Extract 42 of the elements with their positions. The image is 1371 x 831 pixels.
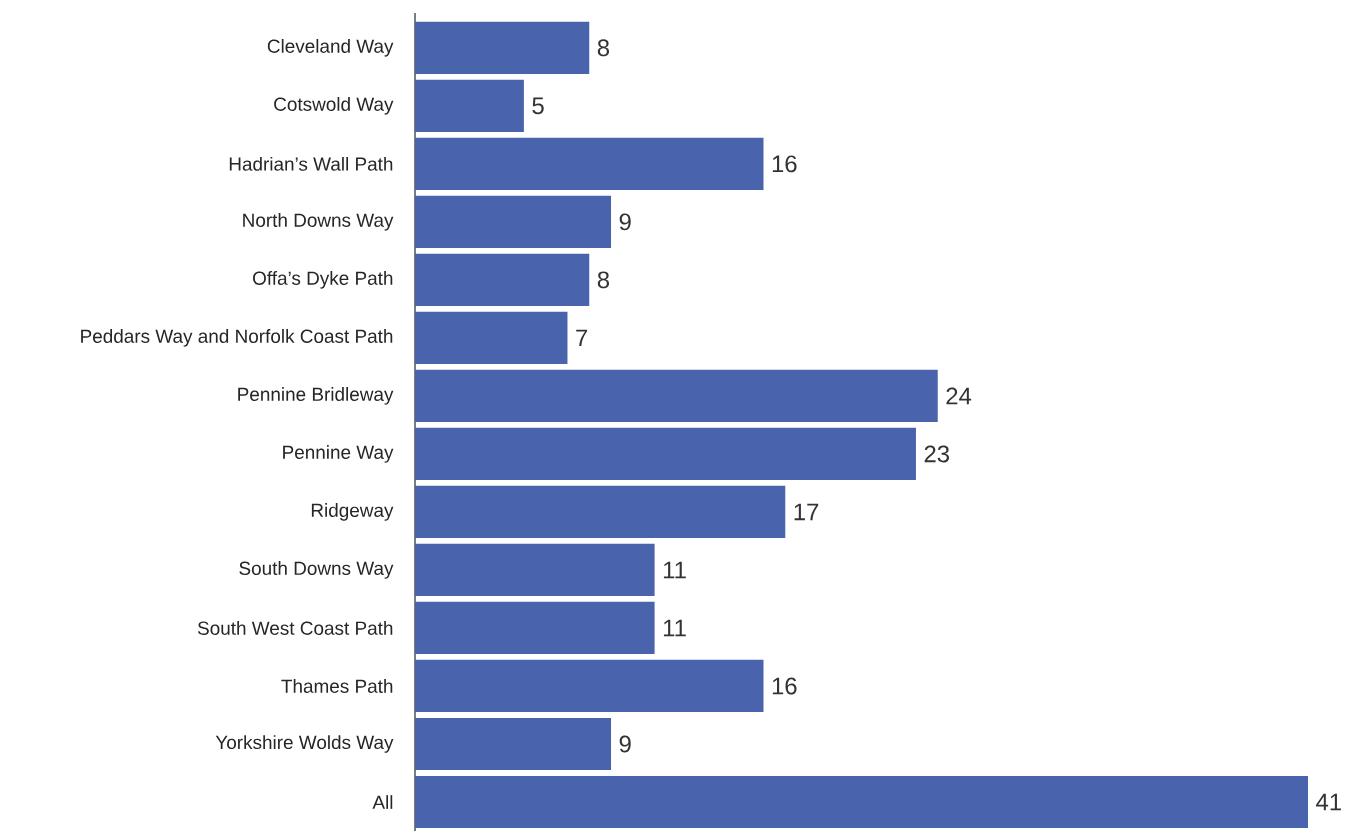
- data-label: 9: [619, 735, 631, 753]
- y-tick-label: South Downs Way: [239, 561, 394, 579]
- bar: [415, 775, 1309, 829]
- bar: [415, 543, 655, 597]
- y-tick-label: All: [372, 795, 393, 809]
- data-label: 23: [924, 445, 950, 463]
- y-tick-label: Hadrian’s Wall Path: [229, 156, 393, 171]
- data-label: 24: [946, 387, 972, 405]
- y-tick-label: Cleveland Way: [267, 38, 394, 57]
- y-tick-label: South West Coast Path: [197, 621, 393, 635]
- y-tick-label: Ridgeway: [311, 503, 394, 521]
- bar: [415, 195, 612, 248]
- data-label: 9: [619, 213, 631, 231]
- data-label: 8: [597, 271, 610, 289]
- data-label: 16: [772, 677, 797, 695]
- data-label: 8: [597, 39, 610, 57]
- data-label: 41: [1316, 793, 1341, 811]
- bar: [415, 659, 764, 713]
- data-label: 17: [794, 503, 819, 521]
- data-label: 5: [532, 97, 544, 115]
- data-label: 16: [772, 155, 797, 173]
- bar: [415, 311, 568, 364]
- bar: [415, 137, 764, 190]
- y-tick-label: Pennine Way: [283, 445, 394, 463]
- bar: [415, 369, 938, 422]
- bar: [415, 485, 786, 539]
- y-tick-label: Cotswold Way: [274, 97, 394, 115]
- y-tick-label: Offa’s Dyke Path: [253, 271, 393, 289]
- y-tick-label: Yorkshire Wolds Way: [215, 735, 394, 753]
- bar: [415, 601, 655, 655]
- y-tick-label: Peddars Way and Norfolk Coast Path: [81, 329, 393, 347]
- bar: [415, 253, 590, 306]
- data-label: 11: [663, 619, 686, 637]
- bar: [415, 717, 612, 771]
- y-tick-label: Pennine Bridleway: [238, 387, 394, 405]
- bar: [415, 427, 916, 481]
- bar: [415, 21, 590, 74]
- bar: [415, 79, 524, 132]
- data-label: 11: [663, 561, 686, 579]
- data-label: 7: [576, 329, 588, 347]
- y-tick-label: Thames Path: [281, 679, 393, 693]
- y-tick-label: North Downs Way: [243, 213, 394, 231]
